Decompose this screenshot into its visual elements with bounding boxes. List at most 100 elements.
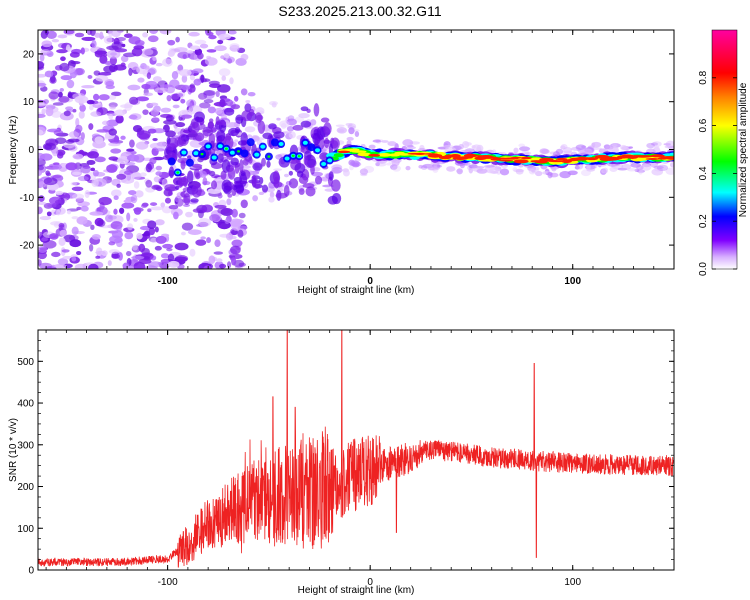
spectrogram-blob: [189, 74, 195, 81]
band-segment: [548, 160, 565, 163]
spectrogram-blob: [43, 177, 58, 186]
spectrogram-blob: [161, 178, 168, 188]
spectrogram-blob: [80, 205, 89, 212]
spectrogram-blob: [53, 129, 64, 136]
spectrogram-blob: [132, 124, 143, 133]
spectrogram-blob: [180, 160, 186, 170]
spectrogram-blob: [601, 169, 608, 174]
y-tick-label: 20: [23, 49, 35, 60]
spectrogram-blob: [177, 176, 183, 188]
spectrogram-blob: [575, 144, 586, 150]
spectrogram-blob: [323, 122, 332, 136]
spectrogram-blob: [345, 122, 353, 127]
band-segment: [368, 153, 381, 157]
spectrogram-blob: [305, 186, 316, 197]
colorbar-ticks: 0.0 0.2 0.4 0.6 0.8: [698, 70, 737, 276]
spectrogram-blob: [60, 75, 73, 81]
spectrogram-blob: [175, 36, 180, 43]
spectrogram-blob: [54, 199, 65, 205]
snr-panel: -100 0 100 0 100 200 300 400 500 Height of stra…: [8, 329, 675, 596]
spectrogram-blob: [203, 265, 212, 269]
spectrogram-blob: [193, 78, 202, 86]
snr-x-axis-label: Height of straight line (km): [298, 585, 415, 596]
spectrogram-blob: [58, 91, 63, 98]
spectrogram-blob: [273, 176, 280, 189]
spectrogram-blob: [150, 202, 158, 206]
spectrogram-blob: [134, 40, 145, 46]
spectrogram-blob: [562, 147, 573, 154]
spectrogram-blob: [108, 142, 121, 147]
band-segment: [641, 155, 654, 158]
spectrogram-blob: [111, 30, 121, 38]
spectrogram-blob: [57, 34, 68, 39]
spectrogram-blob: [116, 173, 127, 180]
spectrogram-blob: [124, 102, 132, 111]
spectrogram-blob: [106, 164, 118, 173]
spectrogram-blob: [630, 162, 642, 168]
spectrogram-blob: [220, 55, 225, 60]
spectrogram-blob: [591, 141, 602, 148]
spectrogram-blob: [44, 143, 52, 150]
spectrogram-blob: [45, 107, 54, 117]
spectrogram-blob: [418, 164, 423, 169]
spectrogram-blob: [136, 130, 151, 140]
spectrogram-blob: [227, 58, 233, 64]
spectrogram-blob: [71, 216, 79, 220]
spectrogram-blob: [300, 106, 309, 112]
spectrogram-blob: [95, 255, 101, 259]
band-core: [205, 144, 211, 149]
spectrogram-blob: [119, 207, 125, 214]
y-tick-label: 400: [17, 399, 34, 410]
spectrogram-blob: [49, 233, 59, 240]
spectrogram-blob: [206, 49, 217, 53]
spectrogram-blob: [90, 224, 95, 230]
spectrogram-blob: [181, 222, 194, 231]
spectrogram-blob: [602, 167, 609, 174]
colorbar-label: Normalized spectral amplitude: [738, 82, 749, 217]
spectrogram-blob: [52, 102, 64, 106]
spectrogram-blob: [292, 124, 304, 131]
spectrogram-blob: [207, 106, 216, 114]
spectrogram-blob: [231, 229, 238, 236]
spectrogram-blob: [162, 58, 173, 67]
snr-frame: [37, 329, 675, 571]
spectrogram-blob: [484, 165, 496, 172]
spectrogram-blob: [248, 156, 253, 164]
spectrogram-blob: [298, 113, 310, 119]
spectrogram-blob: [198, 218, 212, 227]
band-segment: [185, 158, 194, 167]
spectrogram-blob: [107, 260, 112, 266]
spectrogram-blob: [640, 164, 652, 171]
spectrogram-blob: [75, 117, 80, 127]
spectrogram-blob: [71, 186, 84, 192]
spectrogram-blob: [51, 39, 60, 43]
spectrogram-blob: [46, 30, 57, 40]
spectrogram-blob: [172, 104, 180, 109]
spectrogram-blob: [50, 175, 62, 179]
spectrogram-blob: [611, 143, 618, 147]
band-core: [200, 152, 204, 156]
spectrogram-blob: [103, 65, 116, 73]
spectrogram-blob: [162, 243, 174, 249]
spectrogram-blob: [38, 262, 52, 269]
spectrogram-blob: [155, 219, 165, 226]
spectrogram-blob: [181, 84, 191, 91]
band-core: [217, 144, 223, 149]
spectrogram-blob: [215, 258, 223, 263]
spectrogram-blob: [169, 79, 180, 88]
colorbar: 0.0 0.2 0.4 0.6 0.8 Normalized spectral ampl…: [698, 29, 749, 276]
spectrogram-blob: [148, 227, 156, 236]
spectrogram-blob: [231, 257, 237, 266]
spectrogram-blob: [71, 226, 79, 235]
spectrogram-blob: [257, 120, 266, 134]
spectrogram-blob: [101, 120, 110, 126]
spectrogram-blob: [268, 123, 277, 130]
spectrogram-blob: [135, 96, 149, 102]
spectrogram-blob: [428, 165, 440, 171]
spectrogram-blob: [59, 229, 67, 237]
spectrogram-blob: [650, 142, 659, 146]
y-tick-label: 500: [17, 357, 34, 368]
spectrogram-blob: [420, 165, 428, 170]
spectrogram-blob: [166, 143, 177, 151]
spectrogram-blob: [586, 165, 591, 171]
